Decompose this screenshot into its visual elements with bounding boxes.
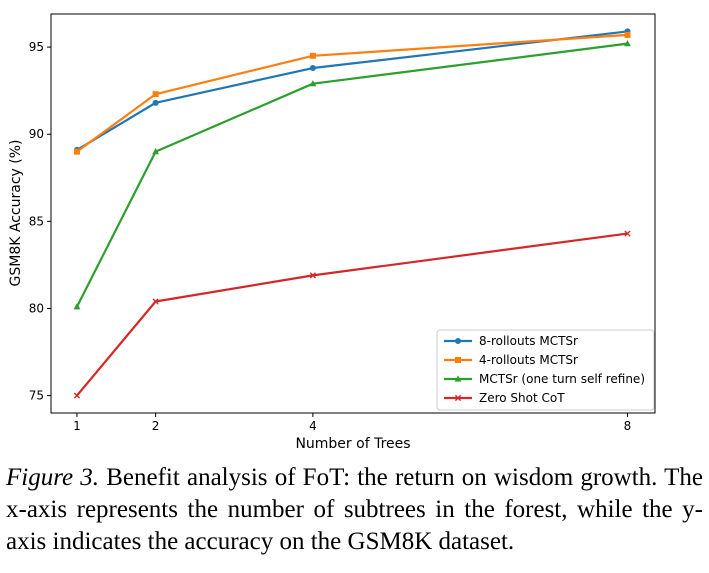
data-point [624, 230, 631, 237]
data-point [309, 65, 316, 72]
legend-item: 4-rollouts MCTSr [444, 353, 578, 367]
legend-marker [454, 394, 462, 402]
legend: 8-rollouts MCTSr 4-rollouts MCTSr MCTSr (o… [436, 329, 655, 411]
x-axis-label: Number of Trees [295, 436, 410, 452]
legend-marker [454, 375, 462, 382]
y-tick-label: 75 [29, 389, 44, 403]
legend-label: 4-rollouts MCTSr [479, 353, 578, 367]
y-tick-label: 90 [29, 127, 44, 141]
series-4-rollouts-mctsr [73, 31, 631, 155]
series-group [73, 28, 631, 399]
legend-marker [455, 357, 461, 363]
caption-text: Benefit analysis of FoT: the return on w… [6, 464, 703, 555]
legend-item: Zero Shot CoT [444, 391, 565, 405]
series-line [76, 33, 628, 153]
series-line [76, 232, 628, 397]
data-point [309, 52, 316, 59]
legend-marker [455, 338, 461, 344]
data-point [152, 298, 159, 305]
legend-label: 8-rollouts MCTSr [479, 334, 578, 348]
x-tick-label: 4 [309, 419, 317, 433]
data-point [73, 303, 81, 310]
axis-ticks: 1 2 4 8 75 80 85 90 95 [29, 40, 632, 433]
caption-label: Figure 3. [6, 464, 100, 491]
series-zero-shot-cot [73, 230, 631, 399]
chart: 1 2 4 8 75 80 85 90 95 Number of Trees GSM8K Acc… [8, 13, 656, 452]
data-point [152, 99, 159, 106]
series-line [76, 30, 628, 151]
y-tick-label: 85 [29, 214, 44, 228]
y-axis-label: GSM8K Accuracy (%) [8, 140, 24, 287]
y-tick-label: 95 [29, 40, 44, 54]
series-mctsr-one-turn-self-refine [73, 40, 631, 310]
data-point [73, 148, 80, 155]
legend-label: MCTSr (one turn self refine) [479, 372, 645, 386]
data-point [624, 40, 631, 47]
figure-caption: Figure 3. Benefit analysis of FoT: the r… [6, 462, 703, 558]
x-tick-label: 1 [73, 419, 81, 433]
data-point [624, 31, 631, 38]
x-tick-label: 2 [152, 419, 160, 433]
legend-box [436, 329, 655, 411]
data-point [152, 148, 159, 155]
legend-item: MCTSr (one turn self refine) [444, 372, 645, 386]
data-point [309, 272, 316, 279]
data-point [73, 392, 81, 399]
data-point [309, 80, 317, 87]
series-line [75, 42, 628, 308]
x-tick-label: 8 [624, 419, 632, 433]
data-point [152, 91, 159, 98]
legend-label: Zero Shot CoT [479, 391, 565, 405]
y-tick-label: 80 [29, 301, 44, 315]
legend-item: 8-rollouts MCTSr [444, 334, 578, 348]
